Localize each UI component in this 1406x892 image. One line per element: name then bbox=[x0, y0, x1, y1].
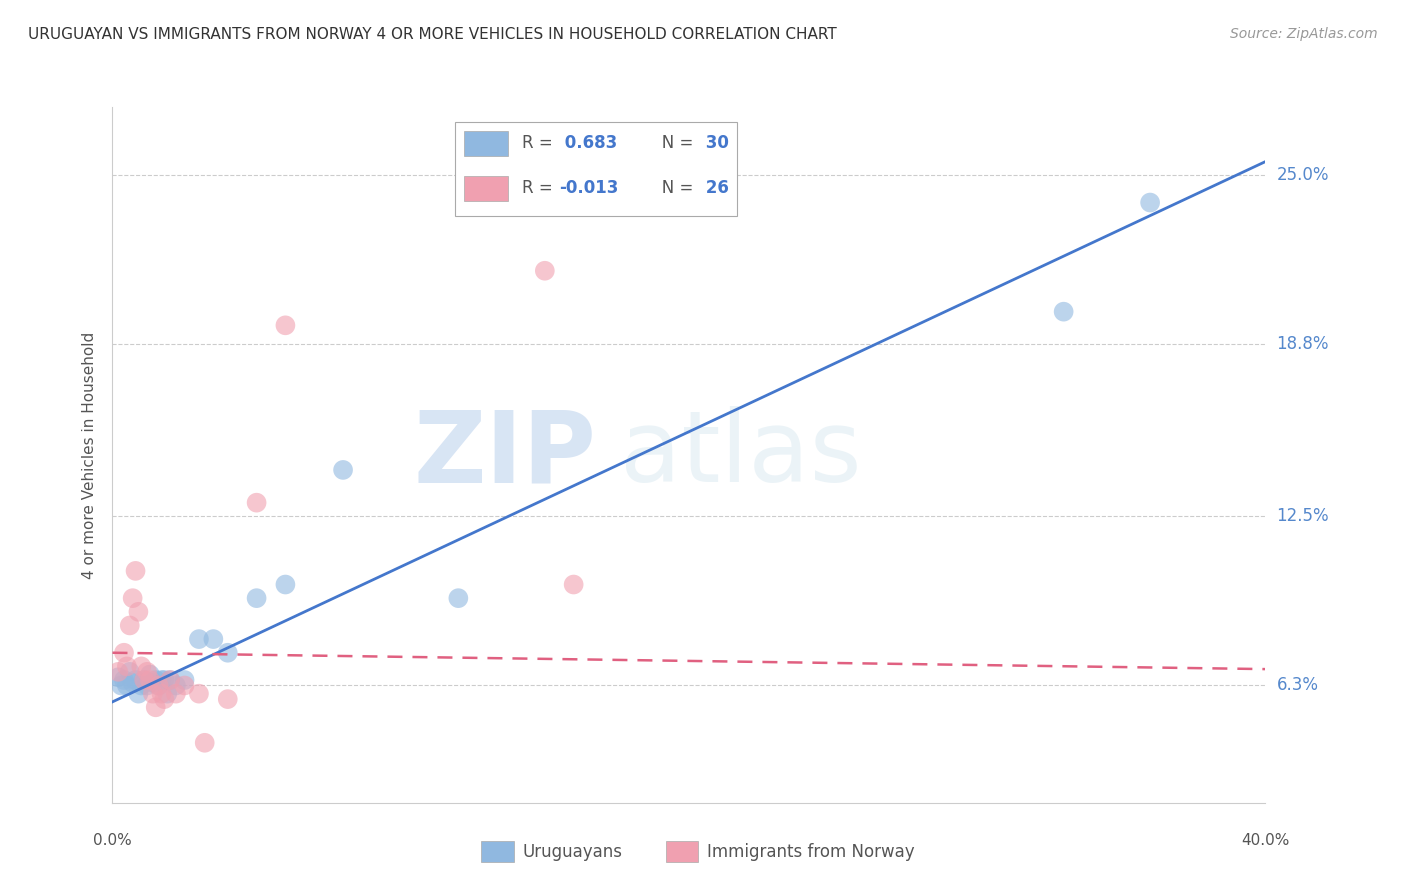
Point bbox=[165, 687, 187, 701]
Point bbox=[142, 687, 165, 701]
Point bbox=[134, 673, 156, 687]
Point bbox=[217, 692, 239, 706]
Point bbox=[245, 591, 267, 606]
Point bbox=[156, 687, 179, 701]
Text: 0.0%: 0.0% bbox=[93, 833, 132, 848]
Point bbox=[153, 692, 176, 706]
Text: atlas: atlas bbox=[620, 407, 862, 503]
Point bbox=[173, 673, 195, 687]
Point bbox=[124, 564, 146, 578]
Point bbox=[124, 673, 146, 687]
Point bbox=[118, 665, 141, 679]
Point bbox=[274, 577, 297, 591]
Text: 30: 30 bbox=[700, 134, 730, 153]
Point bbox=[115, 659, 138, 673]
Text: N =: N = bbox=[647, 179, 699, 197]
Point bbox=[112, 646, 135, 660]
Point bbox=[134, 673, 156, 687]
Text: Uruguayans: Uruguayans bbox=[523, 843, 623, 861]
Text: N =: N = bbox=[647, 134, 699, 153]
Point bbox=[129, 678, 153, 692]
Point bbox=[145, 673, 167, 687]
Point bbox=[136, 678, 159, 692]
Point bbox=[148, 678, 170, 692]
Point bbox=[142, 675, 165, 690]
Y-axis label: 4 or more Vehicles in Household: 4 or more Vehicles in Household bbox=[82, 331, 97, 579]
Text: URUGUAYAN VS IMMIGRANTS FROM NORWAY 4 OR MORE VEHICLES IN HOUSEHOLD CORRELATION : URUGUAYAN VS IMMIGRANTS FROM NORWAY 4 OR… bbox=[28, 27, 837, 42]
Point bbox=[1139, 195, 1161, 210]
Point bbox=[159, 673, 181, 687]
Point bbox=[165, 678, 187, 692]
Point bbox=[188, 632, 211, 646]
Point bbox=[217, 646, 239, 660]
FancyBboxPatch shape bbox=[481, 841, 513, 862]
Point bbox=[159, 673, 181, 687]
Point bbox=[447, 591, 470, 606]
Point bbox=[127, 687, 149, 701]
Point bbox=[150, 687, 173, 701]
Point bbox=[245, 496, 267, 510]
Point bbox=[127, 605, 149, 619]
Point bbox=[153, 673, 176, 687]
Point bbox=[110, 678, 132, 692]
Point bbox=[533, 264, 555, 278]
Text: 26: 26 bbox=[700, 179, 730, 197]
Point bbox=[562, 577, 585, 591]
Text: R =: R = bbox=[522, 179, 558, 197]
Point bbox=[129, 659, 153, 673]
Point bbox=[173, 678, 195, 692]
Point bbox=[194, 736, 217, 750]
Text: 25.0%: 25.0% bbox=[1277, 166, 1329, 185]
Point bbox=[148, 678, 170, 692]
Point bbox=[332, 463, 354, 477]
Point bbox=[107, 665, 129, 679]
Text: 12.5%: 12.5% bbox=[1277, 508, 1329, 525]
Text: 0.683: 0.683 bbox=[558, 134, 617, 153]
Text: R =: R = bbox=[522, 134, 558, 153]
Text: 6.3%: 6.3% bbox=[1277, 676, 1319, 695]
Point bbox=[274, 318, 297, 333]
Point bbox=[112, 673, 135, 687]
FancyBboxPatch shape bbox=[464, 131, 508, 156]
Text: Source: ZipAtlas.com: Source: ZipAtlas.com bbox=[1230, 27, 1378, 41]
FancyBboxPatch shape bbox=[456, 122, 737, 216]
Text: Immigrants from Norway: Immigrants from Norway bbox=[707, 843, 915, 861]
Text: -0.013: -0.013 bbox=[558, 179, 619, 197]
Point bbox=[150, 673, 173, 687]
Point bbox=[115, 678, 138, 692]
Point bbox=[1052, 304, 1074, 318]
FancyBboxPatch shape bbox=[464, 176, 508, 201]
Point bbox=[202, 632, 225, 646]
Point bbox=[139, 667, 162, 681]
Text: 18.8%: 18.8% bbox=[1277, 335, 1329, 353]
Text: ZIP: ZIP bbox=[413, 407, 596, 503]
Point bbox=[136, 665, 159, 679]
Point bbox=[107, 670, 129, 684]
Point bbox=[121, 591, 143, 606]
Text: 40.0%: 40.0% bbox=[1241, 833, 1289, 848]
Point bbox=[118, 618, 141, 632]
Point bbox=[139, 673, 162, 687]
FancyBboxPatch shape bbox=[666, 841, 699, 862]
Point bbox=[188, 687, 211, 701]
Point bbox=[121, 675, 143, 690]
Point bbox=[145, 700, 167, 714]
